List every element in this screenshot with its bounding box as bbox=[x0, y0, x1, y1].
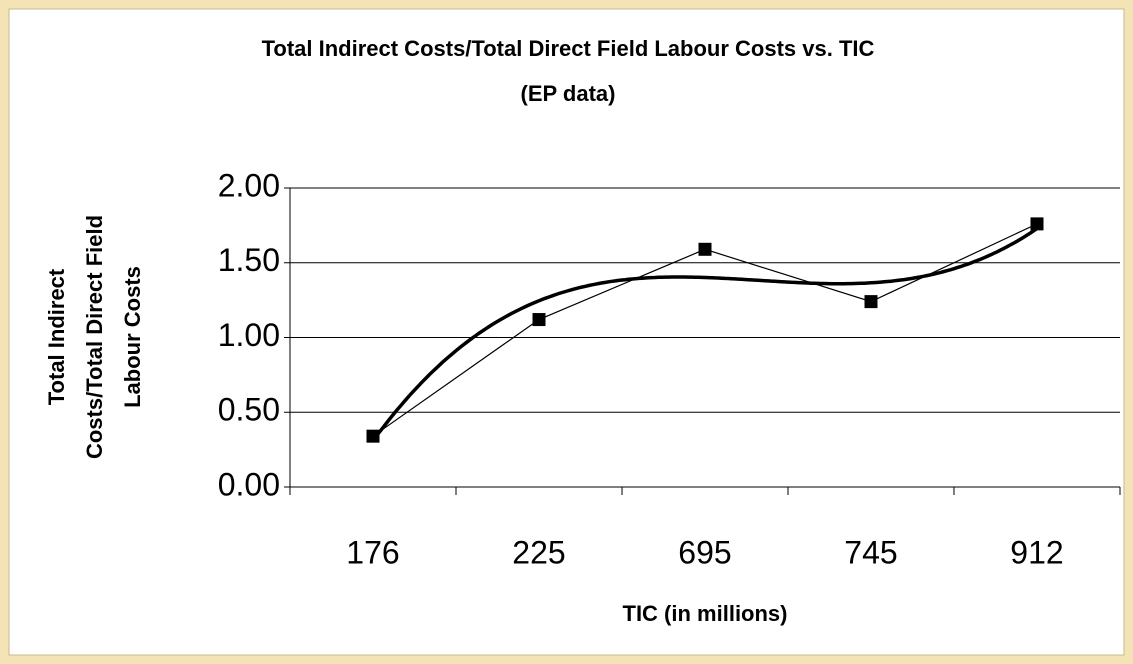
data-point bbox=[366, 429, 380, 443]
y-axis-title-line: Labour Costs bbox=[120, 266, 145, 408]
x-tick-label: 176 bbox=[346, 534, 399, 570]
y-tick-label: 0.00 bbox=[218, 466, 280, 502]
y-axis-title-line: Total Indirect bbox=[44, 268, 69, 405]
chart-title: Total Indirect Costs/Total Direct Field … bbox=[262, 36, 875, 61]
panel bbox=[8, 8, 1125, 656]
data-point bbox=[1030, 217, 1044, 231]
x-axis-title: TIC (in millions) bbox=[623, 601, 788, 626]
data-point bbox=[698, 242, 712, 256]
y-tick-label: 1.00 bbox=[218, 317, 280, 353]
y-tick-label: 0.50 bbox=[218, 392, 280, 428]
x-tick-label: 225 bbox=[512, 534, 565, 570]
y-axis-title: Total Indirect Costs/Total Direct Field … bbox=[44, 215, 145, 459]
y-tick-label: 1.50 bbox=[218, 242, 280, 278]
x-tick-label: 695 bbox=[678, 534, 731, 570]
data-point bbox=[864, 295, 878, 309]
x-tick-label: 912 bbox=[1010, 534, 1063, 570]
y-tick-label: 2.00 bbox=[218, 167, 280, 203]
x-tick-label: 745 bbox=[844, 534, 897, 570]
chart-subtitle: (EP data) bbox=[521, 81, 616, 106]
data-point bbox=[532, 313, 546, 327]
y-axis-title-line: Costs/Total Direct Field bbox=[82, 215, 107, 459]
